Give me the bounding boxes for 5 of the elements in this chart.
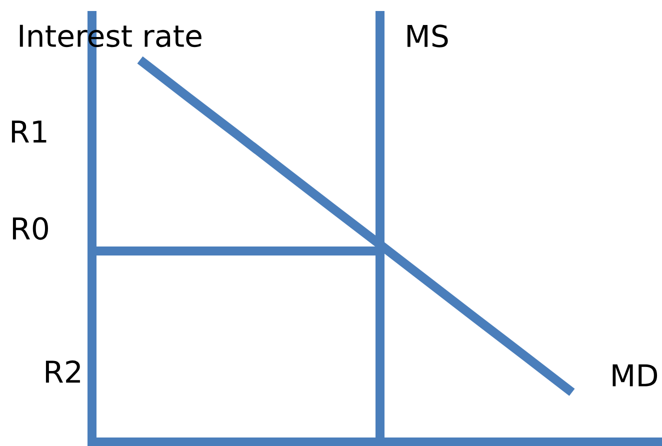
text: MS <box>407 24 448 48</box>
series-label: MD <box>612 364 658 386</box>
text: R0 <box>12 217 48 240</box>
text: R1 <box>12 120 46 142</box>
annotation: R2 <box>46 360 80 383</box>
